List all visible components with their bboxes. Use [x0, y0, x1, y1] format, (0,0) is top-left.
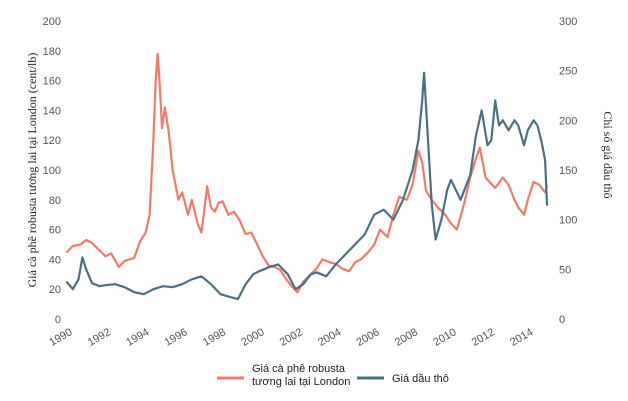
x-tick-label: 2014	[508, 326, 535, 349]
series-line-coffee	[65, 52, 549, 294]
left-y-tick-label: 60	[49, 225, 61, 237]
x-tick-label: 2002	[278, 326, 305, 349]
x-tick-label: 2006	[354, 326, 381, 349]
series-line-oil	[65, 71, 549, 301]
left-y-tick-label: 160	[43, 76, 61, 88]
x-tick-label: 1996	[162, 326, 189, 349]
right-y-tick-label: 250	[559, 66, 577, 78]
left-y-tick-label: 100	[43, 165, 61, 177]
x-tick-label: 1994	[124, 326, 151, 349]
left-axis-title: Giá cà phê robusta tương lai tại London …	[25, 53, 39, 288]
left-y-tick-label: 0	[55, 314, 61, 326]
left-y-axis-ticks: 0 20 40 60 80 100 120 140 160 180 200	[43, 16, 61, 326]
left-y-tick-label: 80	[49, 195, 61, 207]
right-y-tick-label: 100	[559, 215, 577, 227]
left-y-tick-label: 200	[43, 16, 61, 28]
x-tick-label: 2010	[431, 326, 458, 349]
right-y-axis-ticks: 0 50 100 150 200 250 300	[559, 16, 577, 326]
legend: Giá cà phê robusta tương lai tại London …	[217, 363, 449, 388]
x-tick-label: 1998	[201, 326, 228, 349]
legend-label-oil: Giá dầu thô	[392, 373, 449, 385]
x-axis-ticks: 1990 1992 1994 1996 1998 2000 2002 2004 2006 2008…	[47, 326, 535, 349]
x-tick-label: 1992	[86, 326, 113, 349]
x-tick-label: 2012	[470, 326, 497, 349]
left-y-tick-label: 20	[49, 284, 61, 296]
right-y-tick-label: 50	[559, 264, 571, 276]
left-y-tick-label: 180	[43, 46, 61, 58]
x-tick-label: 2000	[239, 326, 266, 349]
right-y-tick-label: 200	[559, 115, 577, 127]
left-y-tick-label: 40	[49, 254, 61, 266]
x-tick-label: 2008	[393, 326, 420, 349]
left-y-tick-label: 120	[43, 135, 61, 147]
series-layer	[65, 52, 549, 301]
right-y-tick-label: 300	[559, 16, 577, 28]
right-axis-title: Chỉ số giá dầu thô	[601, 111, 615, 198]
right-y-tick-label: 0	[559, 314, 565, 326]
legend-label-coffee-line2: tương lai tại London	[252, 376, 350, 388]
legend-label-coffee-line1: Giá cà phê robusta	[252, 363, 346, 375]
x-tick-label: 1990	[47, 326, 74, 349]
legend-label-coffee: Giá cà phê robusta tương lai tại London	[252, 363, 350, 388]
x-tick-label: 2004	[316, 326, 343, 349]
left-y-tick-label: 140	[43, 105, 61, 117]
right-y-tick-label: 150	[559, 165, 577, 177]
